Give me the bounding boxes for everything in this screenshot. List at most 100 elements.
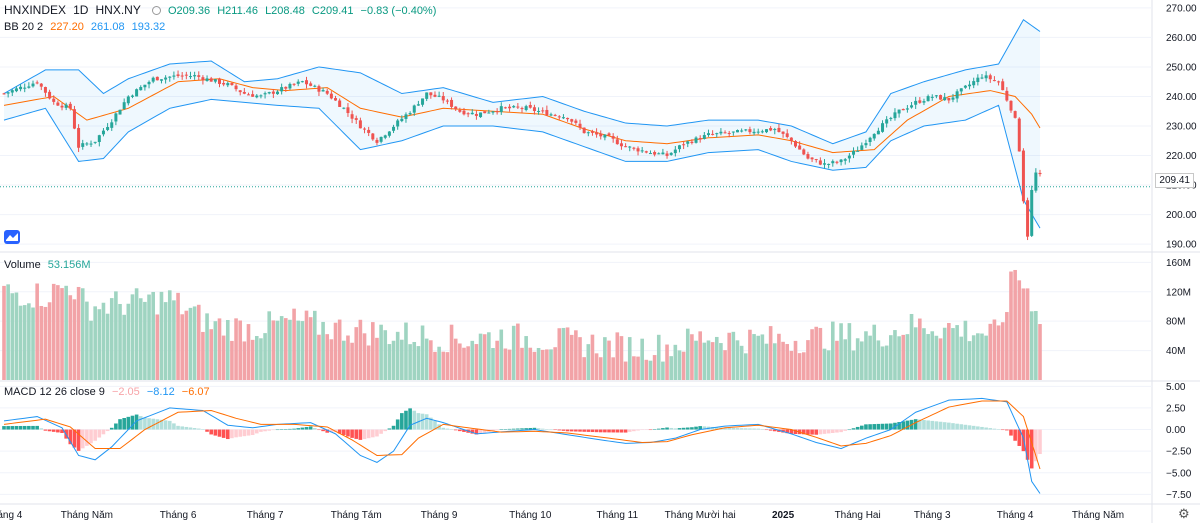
volume-bar <box>897 336 901 380</box>
candle-body <box>234 85 238 90</box>
volume-bar <box>499 329 504 380</box>
macd-histogram-bar <box>673 428 678 430</box>
candle-body <box>644 151 648 153</box>
macd-histogram-bar <box>934 421 939 430</box>
candle-body <box>23 87 27 89</box>
macd-histogram-bar <box>60 429 64 433</box>
candle-body <box>528 105 532 108</box>
volume-bar <box>868 335 872 380</box>
macd-histogram-bar <box>785 429 790 434</box>
macd-histogram-bar <box>661 428 665 430</box>
macd-histogram-bar <box>864 424 868 430</box>
macd-histogram-bar <box>362 429 367 440</box>
macd-histogram-bar <box>441 427 446 430</box>
volume-bar <box>1009 271 1013 380</box>
macd-hist-value: −2.05 <box>111 386 140 398</box>
macd-histogram-bar <box>445 428 450 430</box>
volume-bar <box>826 350 831 380</box>
macd-histogram-bar <box>942 422 947 430</box>
settings-gear-icon[interactable]: ⚙ <box>1178 506 1190 521</box>
price-tick-label: 260.00 <box>1166 33 1197 44</box>
candle-body <box>242 91 246 94</box>
volume-bar <box>474 344 479 380</box>
candle-body <box>661 152 665 155</box>
price-tick-label: 240.00 <box>1166 92 1197 103</box>
volume-bar <box>1017 280 1022 380</box>
volume-bar <box>313 310 317 380</box>
macd-histogram-bar <box>395 419 400 430</box>
time-axis-label: Tháng 7 <box>247 510 284 521</box>
volume-bar <box>180 314 184 380</box>
macd-histogram-bar <box>611 429 615 433</box>
macd-histogram-bar <box>109 427 114 430</box>
volume-bar <box>254 336 259 380</box>
macd-histogram-bar <box>499 429 504 430</box>
macd-histogram-bar <box>56 429 60 433</box>
candle-body <box>897 109 901 114</box>
time-axis-label: 2025 <box>772 510 795 521</box>
volume-bar <box>329 339 334 380</box>
candle-body <box>764 129 768 133</box>
time-axis-label: Tháng 4 <box>0 510 23 521</box>
macd-histogram-bar <box>627 429 632 432</box>
volume-bar <box>60 288 64 380</box>
candle-body <box>2 93 6 95</box>
volume-bar <box>690 334 694 380</box>
macd-histogram-bar <box>1013 429 1017 441</box>
candle-body <box>52 98 56 102</box>
macd-histogram-bar <box>47 429 52 432</box>
volume-legend[interactable]: Volume 53.156M <box>4 258 95 272</box>
candle-body <box>164 77 168 80</box>
macd-histogram-bar <box>685 427 690 430</box>
candle-body <box>342 107 346 109</box>
volume-bar <box>138 298 143 380</box>
volume-bar <box>495 340 499 380</box>
candle-body <box>10 90 14 93</box>
macd-histogram-bar <box>72 429 77 448</box>
macd-histogram-bar <box>6 426 10 430</box>
volume-bar <box>371 322 375 380</box>
bb-basis-value: 227.20 <box>50 21 84 33</box>
volume-bar <box>242 341 247 380</box>
candle-body <box>201 77 205 81</box>
volume-bar <box>727 332 731 380</box>
bb-legend[interactable]: BB 20 2 227.20 261.08 193.32 <box>4 20 169 34</box>
candle-body <box>143 84 147 88</box>
macd-histogram-bar <box>138 416 143 430</box>
volume-bar <box>283 318 288 380</box>
volume-bar <box>772 343 777 380</box>
macd-histogram-bar <box>325 429 330 433</box>
candle-body <box>72 109 76 129</box>
candle-body <box>1026 200 1030 237</box>
macd-histogram-bar <box>31 425 35 430</box>
volume-bar <box>652 355 657 380</box>
macd-legend[interactable]: MACD 12 26 close 9 −2.05 −8.12 −6.07 <box>4 385 214 399</box>
macd-histogram-bar <box>188 427 193 430</box>
candle-body <box>992 80 996 82</box>
candle-body <box>159 79 163 81</box>
tradingview-logo-icon[interactable] <box>4 230 20 244</box>
candle-body <box>14 88 18 92</box>
volume-bar <box>118 303 122 380</box>
volume-bar <box>926 334 930 380</box>
candle-body <box>574 120 578 123</box>
macd-histogram-bar <box>217 429 222 437</box>
volume-bar <box>996 325 1001 380</box>
macd-histogram-bar <box>329 429 334 433</box>
macd-histogram-bar <box>1009 429 1013 436</box>
macd-histogram-bar <box>1038 429 1042 455</box>
candle-body <box>794 141 798 147</box>
volume-bar <box>487 332 491 380</box>
volume-bar <box>196 304 201 380</box>
candle-body <box>810 157 814 160</box>
volume-bar <box>930 331 935 380</box>
candle-body <box>48 91 52 99</box>
volume-bar <box>424 338 429 380</box>
symbol-label[interactable]: HNXINDEX <box>4 3 67 17</box>
interval-label[interactable]: 1D <box>73 3 89 17</box>
volume-tick-label: 80M <box>1166 317 1185 328</box>
volume-bar <box>918 318 922 380</box>
macd-histogram-bar <box>801 429 806 435</box>
volume-bar <box>18 305 23 380</box>
